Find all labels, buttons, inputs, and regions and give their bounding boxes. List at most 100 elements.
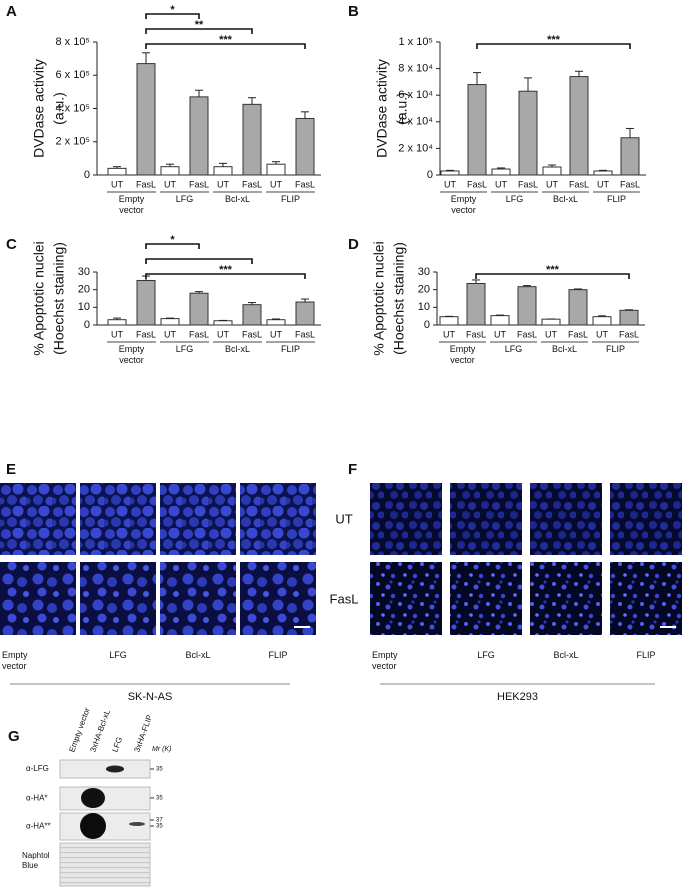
column-label: Empty vector	[372, 650, 398, 671]
y-tick-label: 1 x 10⁵	[398, 36, 433, 48]
micrograph	[0, 483, 76, 555]
group-label: Bcl-xL	[551, 344, 577, 354]
y-tick-label: 0	[427, 169, 433, 181]
error-bar	[599, 169, 607, 172]
group-label: Empty vector	[449, 344, 476, 365]
error-bar	[473, 72, 481, 85]
bar	[542, 166, 562, 176]
bar	[541, 318, 561, 326]
mr-label: Mr (K)	[152, 746, 171, 753]
cell-line-label: SK-N-AS	[128, 691, 173, 703]
y-tick-label: 4 x 10⁴	[398, 116, 433, 128]
x-tick-label: FasL	[466, 329, 486, 339]
x-tick-label: FasL	[569, 179, 589, 189]
error-bar	[598, 315, 606, 317]
group-label: Bcl-xL	[224, 194, 250, 204]
group-label: LFG	[504, 344, 523, 354]
bar	[160, 318, 180, 326]
error-bar	[113, 166, 121, 169]
significance-label: ***	[546, 264, 560, 276]
bar	[466, 282, 486, 326]
micrograph	[160, 562, 236, 635]
column-label: LFG	[109, 650, 127, 660]
blot-strip	[59, 759, 151, 779]
error-bar	[195, 89, 203, 97]
x-tick-label: UT	[111, 329, 123, 339]
error-bar	[496, 314, 504, 316]
bar	[619, 309, 639, 326]
bar	[107, 319, 127, 326]
bar	[593, 170, 613, 176]
panel-letter: G	[8, 728, 20, 745]
micrograph	[450, 562, 522, 635]
significance-label: ***	[219, 264, 233, 276]
error-bar	[219, 162, 227, 167]
micrograph	[530, 483, 602, 555]
significance-bracket	[145, 13, 200, 19]
significance-label: *	[170, 234, 175, 246]
x-tick-label: UT	[164, 329, 176, 339]
y-tick-label: 0	[84, 169, 90, 181]
marker-label: 37	[156, 818, 163, 824]
y-tick-label: 4 x 10⁵	[55, 102, 90, 114]
bar	[107, 167, 127, 176]
bar	[440, 170, 460, 176]
x-tick-label: FasL	[136, 179, 156, 189]
y-axis-label: DVDase activity	[31, 59, 47, 158]
cell-line-label: HEK293	[497, 691, 538, 703]
y-axis-label: (Hoechst staining)	[391, 242, 407, 355]
micrograph	[610, 562, 682, 635]
group-label: Empty vector	[450, 194, 477, 215]
group-label: Bcl-xL	[224, 344, 250, 354]
bar	[491, 168, 511, 176]
group-label: Empty vector	[118, 194, 145, 215]
band	[129, 822, 145, 826]
band	[80, 813, 106, 839]
bar	[568, 289, 588, 326]
y-axis-label: (a.u.)	[394, 92, 410, 125]
band	[106, 765, 124, 773]
blot-row-label: α-HA**	[26, 822, 51, 831]
x-tick-label: FasL	[295, 329, 315, 339]
error-bar	[113, 317, 121, 320]
y-axis-label: (Hoechst staining)	[51, 242, 67, 355]
micrograph	[80, 483, 156, 555]
y-axis-label: (a.u.)	[51, 92, 67, 125]
y-tick-label: 30	[418, 266, 430, 278]
x-tick-label: UT	[495, 179, 507, 189]
bar	[160, 166, 180, 176]
y-tick-label: 6 x 10⁵	[55, 69, 90, 81]
error-bar	[574, 288, 582, 290]
x-tick-label: FasL	[295, 179, 315, 189]
panel-letter: C	[6, 236, 17, 253]
micrograph	[530, 562, 602, 635]
blot-row-label: Naphtol Blue	[22, 851, 50, 870]
x-tick-label: UT	[596, 329, 608, 339]
bar	[295, 301, 315, 326]
y-tick-label: 20	[78, 284, 90, 296]
blot-strip	[59, 786, 151, 811]
micrograph	[370, 483, 442, 555]
error-bar	[523, 285, 531, 287]
y-tick-label: 10	[418, 301, 430, 313]
significance-bracket	[476, 43, 631, 49]
x-tick-label: UT	[217, 329, 229, 339]
micrograph	[80, 562, 156, 635]
x-tick-label: FasL	[189, 329, 209, 339]
lane-label: LFG	[110, 736, 124, 754]
error-bar	[301, 111, 309, 119]
bar	[490, 315, 510, 326]
error-bar	[166, 163, 174, 167]
panel-letter: F	[348, 461, 357, 478]
group-label: Bcl-xL	[552, 194, 578, 204]
x-tick-label: FasL	[620, 179, 640, 189]
column-label: Bcl-xL	[185, 650, 211, 660]
y-tick-label: 6 x 10⁴	[398, 89, 433, 101]
bar	[467, 84, 487, 176]
group-label: Empty vector	[118, 344, 145, 365]
lane-label: 3xHA-Bcl-xL	[88, 708, 112, 753]
row-label: FasL	[330, 591, 359, 606]
bar	[439, 316, 459, 326]
y-axis-label: % Apoptotic nuclei	[371, 241, 387, 355]
